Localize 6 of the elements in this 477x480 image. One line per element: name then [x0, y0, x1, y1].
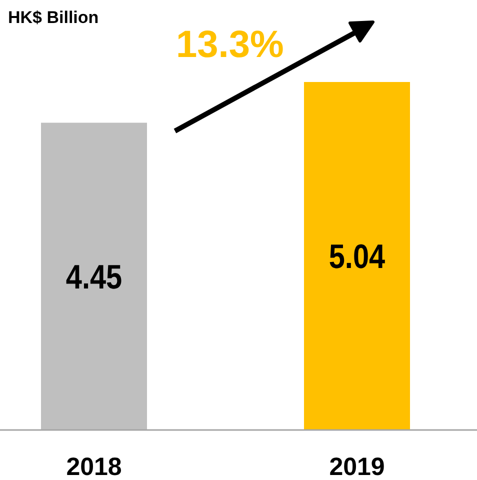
y-axis-title: HK$ Billion	[8, 8, 99, 27]
x-tick-label: 2018	[66, 453, 122, 480]
data-label: 5.04	[328, 236, 386, 276]
x-tick-label: 2019	[329, 453, 385, 480]
text: 13.3%	[176, 24, 284, 66]
data-label: 4.45	[66, 257, 122, 296]
